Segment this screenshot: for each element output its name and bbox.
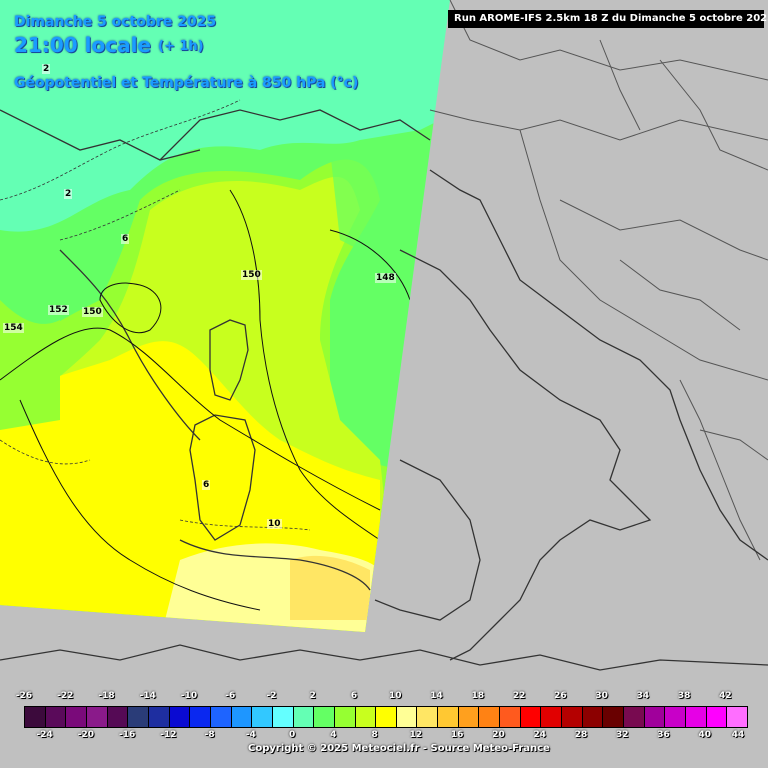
legend-swatch — [107, 707, 129, 727]
geopotential-label: 150 — [82, 307, 103, 317]
legend-swatch — [458, 707, 480, 727]
legend-swatch — [314, 707, 335, 727]
legend-swatch — [66, 707, 87, 727]
temperature-field — [0, 0, 450, 632]
legend-tick-label: -4 — [245, 730, 256, 740]
legend-tick-label: 28 — [574, 730, 588, 740]
legend-swatch — [86, 707, 108, 727]
legend-swatch — [541, 707, 563, 727]
legend-swatch — [252, 707, 273, 727]
legend-swatch — [272, 707, 294, 727]
legend-tick-label: -10 — [180, 691, 198, 701]
temperature-label: 10 — [267, 519, 282, 529]
legend-swatch — [479, 707, 501, 727]
legend-tick-label: 8 — [371, 730, 378, 740]
legend-tick-label: 34 — [636, 691, 650, 701]
legend-tick-label: -2 — [266, 691, 277, 701]
legend-tick-label: 18 — [471, 691, 485, 701]
forecast-date: Dimanche 5 octobre 2025 — [14, 14, 217, 30]
geopotential-label: 150 — [241, 270, 262, 280]
legend-swatch — [562, 707, 583, 727]
legend-tick-label: -16 — [119, 730, 136, 740]
legend-tick-label: -22 — [57, 691, 74, 701]
color-legend: -26 -22 -18 -14 -10 -6 -2 2 6 10 14 18 22 26 30 34 38 42-… — [16, 688, 748, 748]
borders — [429, 0, 768, 561]
legend-swatch — [417, 707, 439, 727]
run-banner: Run AROME-IFS 2.5km 18 Z du Dimanche 5 o… — [448, 10, 768, 28]
geopotential-label: 154 — [3, 323, 24, 333]
legend-swatch — [128, 707, 149, 727]
legend-tick-label: 30 — [595, 691, 608, 701]
legend-swatch — [148, 707, 170, 727]
legend-tick-label: -18 — [98, 691, 115, 701]
legend-swatch — [438, 707, 459, 727]
legend-tick-label: 20 — [492, 730, 505, 740]
legend-swatch — [210, 707, 232, 727]
legend-tick-label: 0 — [289, 730, 296, 740]
coastlines — [0, 109, 768, 671]
legend-swatch — [665, 707, 686, 727]
temperature-label: 2 — [42, 64, 51, 74]
parameter-title: Géopotentiel et Température à 850 hPa (°… — [14, 75, 359, 91]
legend-tick-label: 22 — [512, 691, 526, 701]
legend-color-bar — [24, 706, 748, 728]
geopotential-label: 148 — [375, 273, 396, 283]
copyright-notice: Copyright © 2025 Meteociel.fr - Source M… — [248, 743, 550, 754]
legend-swatch — [624, 707, 645, 727]
legend-tick-label: 24 — [533, 730, 546, 740]
legend-tick-label: 14 — [430, 691, 443, 701]
legend-tick-label: -26 — [15, 691, 33, 701]
legend-swatch — [686, 707, 707, 727]
legend-swatch — [582, 707, 604, 727]
legend-swatch — [520, 707, 542, 727]
legend-swatch — [231, 707, 253, 727]
legend-swatch — [706, 707, 728, 727]
forecast-time: 21:00 locale — [14, 33, 151, 57]
legend-tick-label: 10 — [389, 691, 402, 701]
legend-tick-label: 36 — [657, 730, 670, 740]
legend-tick-label: 40 — [698, 730, 711, 740]
isohypses — [0, 189, 411, 611]
forecast-step: (+ 1h) — [158, 39, 204, 54]
legend-tick-label: 12 — [409, 730, 423, 740]
legend-swatch — [25, 707, 46, 727]
legend-swatch — [355, 707, 377, 727]
legend-swatch — [376, 707, 397, 727]
legend-tick-label: 4 — [330, 730, 337, 740]
legend-tick-label: -8 — [204, 730, 215, 740]
legend-tick-label: -24 — [36, 730, 53, 740]
legend-swatch — [727, 707, 747, 727]
legend-tick-label: -14 — [139, 691, 156, 701]
legend-tick-label: 16 — [450, 730, 464, 740]
legend-swatch — [334, 707, 356, 727]
temperature-label: 2 — [64, 189, 73, 199]
temperature-label: 6 — [202, 480, 211, 490]
isotherms — [0, 99, 311, 531]
legend-swatch — [190, 707, 211, 727]
legend-tick-label: 6 — [350, 691, 358, 701]
legend-tick-label: 44 — [731, 730, 745, 740]
legend-tick-label: 26 — [554, 691, 567, 701]
legend-tick-label: 2 — [309, 691, 316, 701]
legend-swatch — [45, 707, 67, 727]
legend-tick-label: 38 — [677, 691, 691, 701]
legend-tick-label: -6 — [225, 691, 236, 701]
legend-tick-label: -12 — [160, 730, 177, 740]
legend-tick-label: 42 — [719, 691, 732, 701]
legend-swatch — [396, 707, 418, 727]
legend-swatch — [500, 707, 521, 727]
legend-tick-label: -20 — [77, 730, 95, 740]
legend-swatch — [293, 707, 315, 727]
temperature-label: 6 — [121, 234, 130, 244]
legend-swatch — [169, 707, 191, 727]
legend-swatch — [644, 707, 666, 727]
legend-tick-label: 32 — [615, 730, 629, 740]
legend-swatch — [603, 707, 625, 727]
geopotential-label: 152 — [48, 305, 69, 315]
